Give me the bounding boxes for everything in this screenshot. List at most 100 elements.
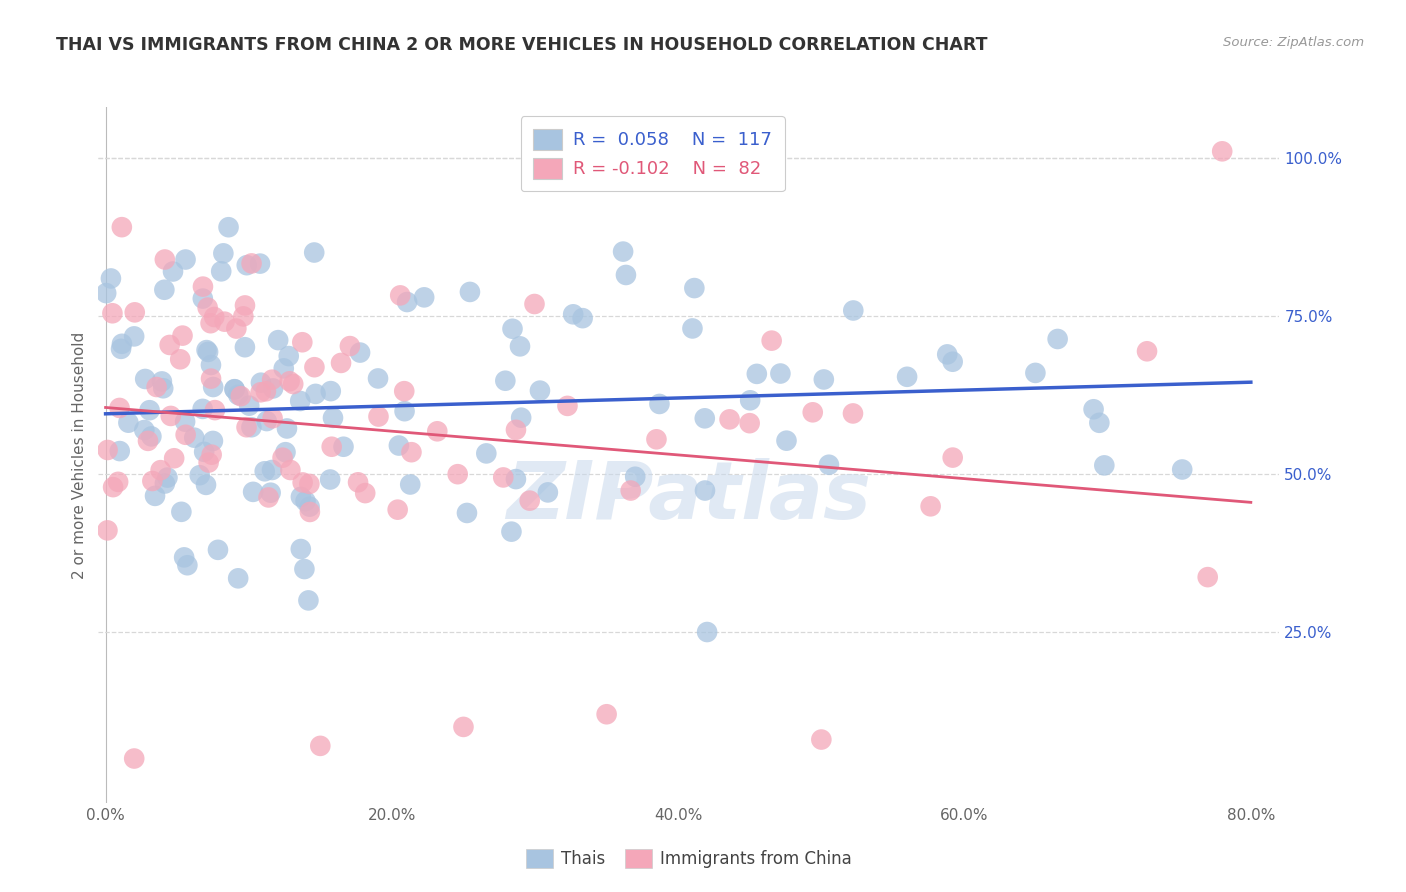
Point (212, 246, 235, 260)
Point (207, 542, 229, 557)
Point (122, 751, 145, 765)
Point (367, 371, 389, 385)
Point (197, 456, 219, 470)
Point (761, 334, 783, 348)
Point (174, 252, 197, 267)
Point (262, 411, 284, 425)
Point (298, 505, 321, 519)
Point (253, 464, 276, 478)
Point (290, 394, 312, 409)
Point (240, 420, 263, 434)
Point (200, 316, 222, 330)
Point (159, 338, 181, 352)
Point (274, 445, 297, 459)
Point (226, 388, 249, 402)
Point (214, 315, 236, 329)
Point (349, 345, 371, 359)
Point (842, 406, 865, 420)
Point (96, 524, 118, 538)
Point (510, 410, 533, 425)
Point (159, 409, 181, 423)
Point (1083, 402, 1105, 417)
Point (322, 410, 344, 425)
Point (174, 427, 197, 442)
Point (624, 469, 647, 483)
Point (226, 571, 249, 585)
Text: Source: ZipAtlas.com: Source: ZipAtlas.com (1223, 36, 1364, 49)
Point (769, 367, 792, 381)
Point (162, 264, 184, 278)
Legend: R =  0.058    N =  117, R = -0.102    N =  82: R = 0.058 N = 117, R = -0.102 N = 82 (520, 116, 785, 191)
Point (170, 505, 193, 519)
Point (145, 380, 167, 394)
Point (648, 397, 671, 411)
Point (387, 502, 409, 516)
Point (399, 477, 422, 491)
Point (683, 281, 706, 295)
Y-axis label: 2 or more Vehicles in Household: 2 or more Vehicles in Household (72, 331, 87, 579)
Point (276, 421, 298, 435)
Point (134, 423, 156, 437)
Point (347, 475, 370, 490)
Point (176, 558, 198, 573)
Point (1046, 332, 1069, 346)
Point (153, 252, 176, 267)
Point (108, 401, 131, 415)
Point (278, 374, 301, 388)
Point (172, 328, 194, 343)
Point (242, 484, 264, 499)
Point (238, 399, 260, 413)
Point (262, 381, 284, 395)
Point (745, 367, 768, 381)
Point (693, 411, 716, 425)
Point (138, 403, 160, 417)
Point (1092, 458, 1115, 473)
Point (396, 295, 419, 310)
Point (224, 382, 246, 396)
Point (291, 335, 314, 350)
Point (696, 625, 718, 640)
Point (453, 720, 475, 734)
Point (150, 375, 173, 389)
Point (298, 477, 321, 491)
Point (122, 329, 145, 343)
Point (97, 442, 120, 457)
Point (101, 480, 124, 494)
Point (193, 445, 215, 459)
Point (501, 524, 523, 539)
Point (502, 322, 524, 336)
Point (262, 373, 284, 387)
Point (718, 412, 741, 426)
Point (163, 451, 186, 466)
Point (200, 371, 222, 385)
Point (191, 401, 214, 416)
Point (475, 446, 498, 460)
Point (188, 468, 211, 483)
Point (277, 349, 299, 363)
Point (271, 450, 294, 465)
Point (492, 470, 515, 484)
Point (571, 311, 593, 326)
Point (153, 283, 176, 297)
Point (202, 310, 225, 324)
Point (1211, 145, 1233, 159)
Point (101, 306, 124, 320)
Point (254, 384, 277, 399)
Point (280, 463, 302, 477)
Point (942, 450, 965, 465)
Point (354, 486, 377, 500)
Point (233, 340, 256, 354)
Point (523, 297, 546, 311)
Point (401, 445, 423, 459)
Point (143, 489, 166, 503)
Point (134, 372, 156, 386)
Point (319, 473, 342, 487)
Point (321, 440, 343, 454)
Point (149, 463, 172, 477)
Point (309, 739, 332, 753)
Point (505, 423, 527, 437)
Point (169, 352, 191, 367)
Point (612, 244, 634, 259)
Point (332, 440, 354, 454)
Point (294, 562, 316, 576)
